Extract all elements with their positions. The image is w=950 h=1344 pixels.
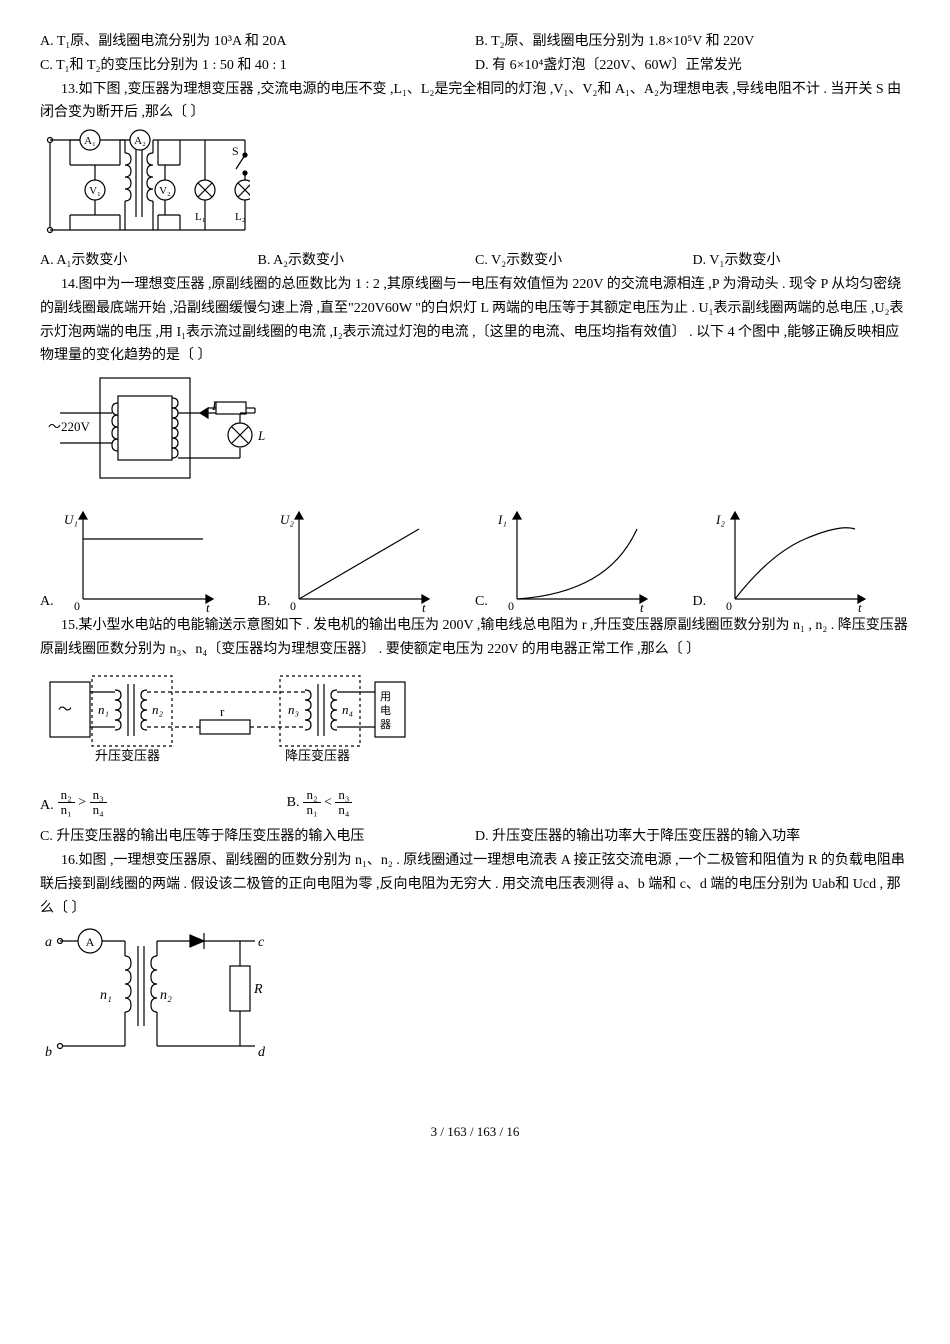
q12-options: A. T₁原、副线圈电流分别为 10³A 和 20A B. T₂原、副线圈电压分… [40, 30, 910, 78]
svg-text:升压变压器: 升压变压器 [95, 748, 160, 763]
svg-text:S: S [232, 144, 239, 158]
svg-text:U₁: U₁ [64, 512, 78, 527]
svg-text:n₄: n₄ [342, 702, 354, 717]
svg-text:V₂: V₂ [159, 185, 171, 197]
q15-label-a: A. [40, 794, 54, 818]
q14-options: A. U₁ 0 t B. U₂ 0 t C. I₁ 0 t [40, 504, 910, 614]
q13-opt-a: A. A₁示数变小 [40, 249, 258, 273]
svg-text:0: 0 [290, 599, 296, 613]
q15-options-cd: C. 升压变压器的输出电压等于降压变压器的输入电压 D. 升压变压器的输出功率大… [40, 825, 910, 849]
svg-text:n₃: n₃ [288, 702, 299, 717]
svg-text:V₁: V₁ [89, 185, 101, 197]
svg-text:n₁: n₁ [98, 702, 109, 717]
svg-text:L₁: L₁ [195, 211, 206, 223]
q13-figure: A₁ V₁ V₂ A₂ [40, 125, 910, 245]
q12-opt-d: D. 有 6×10⁴盏灯泡〔220V、60W〕正常发光 [475, 54, 910, 78]
page-footer: 3 / 163 / 163 / 16 [40, 1121, 910, 1143]
q15-label-b: B. [287, 791, 300, 815]
q16-stem: 16.如图 ,一理想变压器原、副线圈的匝数分别为 n₁、n₂ . 原线圈通过一理… [40, 849, 910, 920]
q12-opt-b: B. T₂原、副线圈电压分别为 1.8×10⁵V 和 220V [475, 30, 910, 54]
q15-stem: 15.某小型水电站的电能输送示意图如下 . 发电机的输出电压为 200V ,输电… [40, 614, 910, 662]
q14-label-a: A. [40, 590, 54, 614]
svg-text:R: R [253, 982, 263, 997]
q14-label-c: C. [475, 590, 488, 614]
svg-text:U₂: U₂ [280, 512, 294, 527]
svg-text:A₂: A₂ [134, 135, 146, 147]
q13-opt-c: C. V₂示数变小 [475, 249, 693, 273]
svg-text:r: r [220, 704, 225, 719]
svg-text:A₁: A₁ [84, 135, 96, 147]
q13-options: A. A₁示数变小 B. A₂示数变小 C. V₂示数变小 D. V₁示数变小 [40, 249, 910, 273]
svg-text:t: t [640, 600, 644, 614]
q13-opt-b: B. A₂示数变小 [258, 249, 476, 273]
q15-opt-d: D. 升压变压器的输出功率大于降压变压器的输入功率 [475, 825, 910, 849]
svg-text:n₂: n₂ [160, 988, 172, 1003]
svg-text:电: 电 [380, 704, 391, 717]
svg-text:t: t [858, 600, 862, 614]
svg-text:器: 器 [380, 718, 391, 731]
q16-figure: a A n₁ n₂ c R b d [40, 921, 910, 1071]
q14-figure: ～220V P L [40, 368, 910, 498]
svg-text:n₁: n₁ [100, 988, 112, 1003]
svg-text:L: L [257, 428, 265, 443]
svg-text:d: d [258, 1045, 266, 1060]
q13-stem: 13.如下图 ,变压器为理想变压器 ,交流电源的电压不变 ,L₁、L₂是完全相同… [40, 78, 910, 126]
svg-text:I₂: I₂ [715, 512, 725, 527]
q14-stem: 14.图中为一理想变压器 ,原副线圈的总匝数比为 1 : 2 ,其原线圈与一电压… [40, 273, 910, 368]
svg-text:～220V: ～220V [48, 419, 91, 434]
svg-text:a: a [45, 935, 52, 950]
svg-text:n₂: n₂ [152, 702, 164, 717]
svg-text:～: ～ [58, 703, 72, 718]
q14-label-d: D. [693, 590, 707, 614]
svg-text:b: b [45, 1045, 52, 1060]
q15-opt-c: C. 升压变压器的输出电压等于降压变压器的输入电压 [40, 825, 475, 849]
svg-text:0: 0 [74, 599, 80, 613]
svg-text:用: 用 [380, 691, 391, 703]
q15-figure: ～ n₁ n₂ 升压变压器 r n₃ n₄ 降压变压器 用 电 器 [40, 662, 910, 782]
svg-text:c: c [258, 935, 265, 950]
svg-text:t: t [206, 600, 210, 614]
q13-opt-d: D. V₁示数变小 [693, 249, 911, 273]
q12-opt-c: C. T₁和 T₂的变压比分别为 1 : 50 和 40 : 1 [40, 54, 475, 78]
svg-text:t: t [422, 600, 426, 614]
q12-opt-a: A. T₁原、副线圈电流分别为 10³A 和 20A [40, 30, 475, 54]
q15-options-ab: A. n₂n₁ > n₃n₄ B. n₂n₁ < n₃n₄ [40, 788, 910, 818]
svg-text:0: 0 [508, 599, 514, 613]
svg-text:降压变压器: 降压变压器 [285, 748, 350, 763]
svg-text:L₂: L₂ [235, 211, 246, 223]
q14-label-b: B. [258, 590, 271, 614]
svg-text:0: 0 [726, 599, 732, 613]
svg-text:A: A [86, 935, 95, 949]
svg-text:I₁: I₁ [497, 512, 507, 527]
